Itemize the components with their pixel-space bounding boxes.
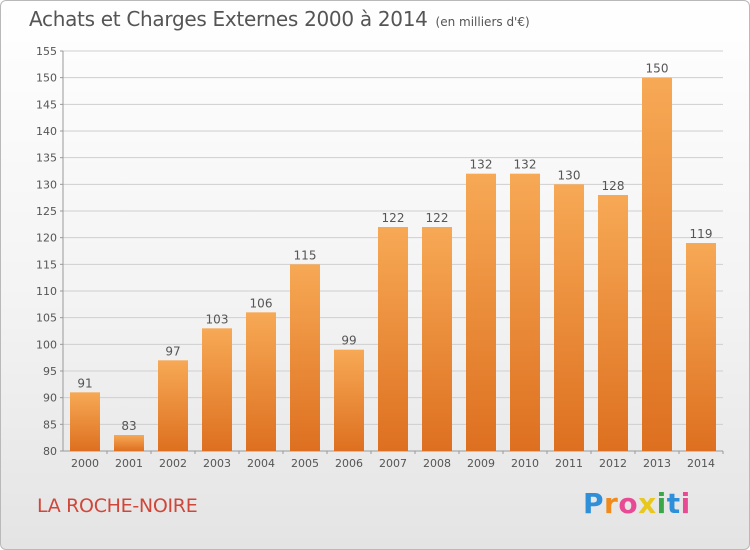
logo-letter: i [680,487,691,520]
x-tick-label: 2006 [335,457,363,470]
x-tick-label: 2004 [247,457,275,470]
bar [554,184,584,452]
bar [422,227,452,451]
logo-letter: i [656,487,667,520]
logo-letter: P [583,487,605,520]
y-tick-label: 85 [43,418,57,431]
bar [510,173,540,451]
y-tick-label: 145 [36,98,57,111]
labels: 80 85 90 95 100 105 110 115 120 125 130 135 140 145 15… [36,45,715,470]
x-tick-label: 2000 [71,457,99,470]
data-label: 115 [294,248,317,262]
title-text: Achats et Charges Externes 2000 à 2014 [29,7,428,31]
x-tick-label: 2003 [203,457,231,470]
data-label: 119 [690,227,713,241]
x-tick-label: 2007 [379,457,407,470]
y-tick-label: 95 [43,365,57,378]
y-tick-label: 110 [36,285,57,298]
x-tick-label: 2012 [599,457,627,470]
data-label: 106 [250,296,273,310]
y-tick-label: 80 [43,445,57,458]
y-tick-label: 90 [43,392,57,405]
data-label: 99 [341,334,356,348]
bar [202,328,232,451]
data-label: 130 [558,168,581,182]
data-label: 132 [470,158,493,172]
data-label: 132 [514,158,537,172]
data-label: 103 [206,312,229,326]
bar [334,349,364,451]
x-tick-label: 2005 [291,457,319,470]
logo-letter: t [666,487,681,520]
y-tick-label: 130 [36,178,57,191]
data-label: 150 [646,62,669,76]
bar [598,195,628,451]
bar [378,227,408,451]
data-label: 91 [77,376,92,390]
y-tick-label: 125 [36,205,57,218]
y-tick-label: 135 [36,152,57,165]
commune-name: LA ROCHE-NOIRE [37,495,198,517]
bars [70,77,716,452]
data-label: 97 [165,344,180,358]
logo-letter: x [638,487,657,520]
y-tick-label: 105 [36,312,57,325]
data-label: 83 [121,419,136,433]
x-tick-label: 2009 [467,457,495,470]
bar [70,392,100,451]
logo-letter: o [618,487,639,520]
x-tick-label: 2008 [423,457,451,470]
y-tick-label: 155 [36,45,57,58]
x-tick-label: 2013 [643,457,671,470]
chart-title: Achats et Charges Externes 2000 à 2014 (e… [29,7,530,31]
bar [642,77,672,452]
x-tick-label: 2001 [115,457,143,470]
x-tick-label: 2002 [159,457,187,470]
y-tick-label: 120 [36,232,57,245]
bar [686,243,716,451]
data-label: 122 [426,211,449,225]
y-tick-label: 100 [36,338,57,351]
x-tick-label: 2014 [687,457,715,470]
logo-letter: r [604,487,619,520]
bar [466,173,496,451]
bar [246,312,276,451]
proxiti-logo: Proxiti [583,487,691,520]
data-label: 122 [382,211,405,225]
y-tick-label: 115 [36,258,57,271]
x-tick-label: 2010 [511,457,539,470]
bar [114,435,144,451]
data-label: 128 [602,179,625,193]
bar [158,360,188,451]
unit-note: (en milliers d'€) [435,15,530,29]
y-tick-label: 150 [36,72,57,85]
bar [290,264,320,451]
y-tick-label: 140 [36,125,57,138]
x-tick-label: 2011 [555,457,583,470]
